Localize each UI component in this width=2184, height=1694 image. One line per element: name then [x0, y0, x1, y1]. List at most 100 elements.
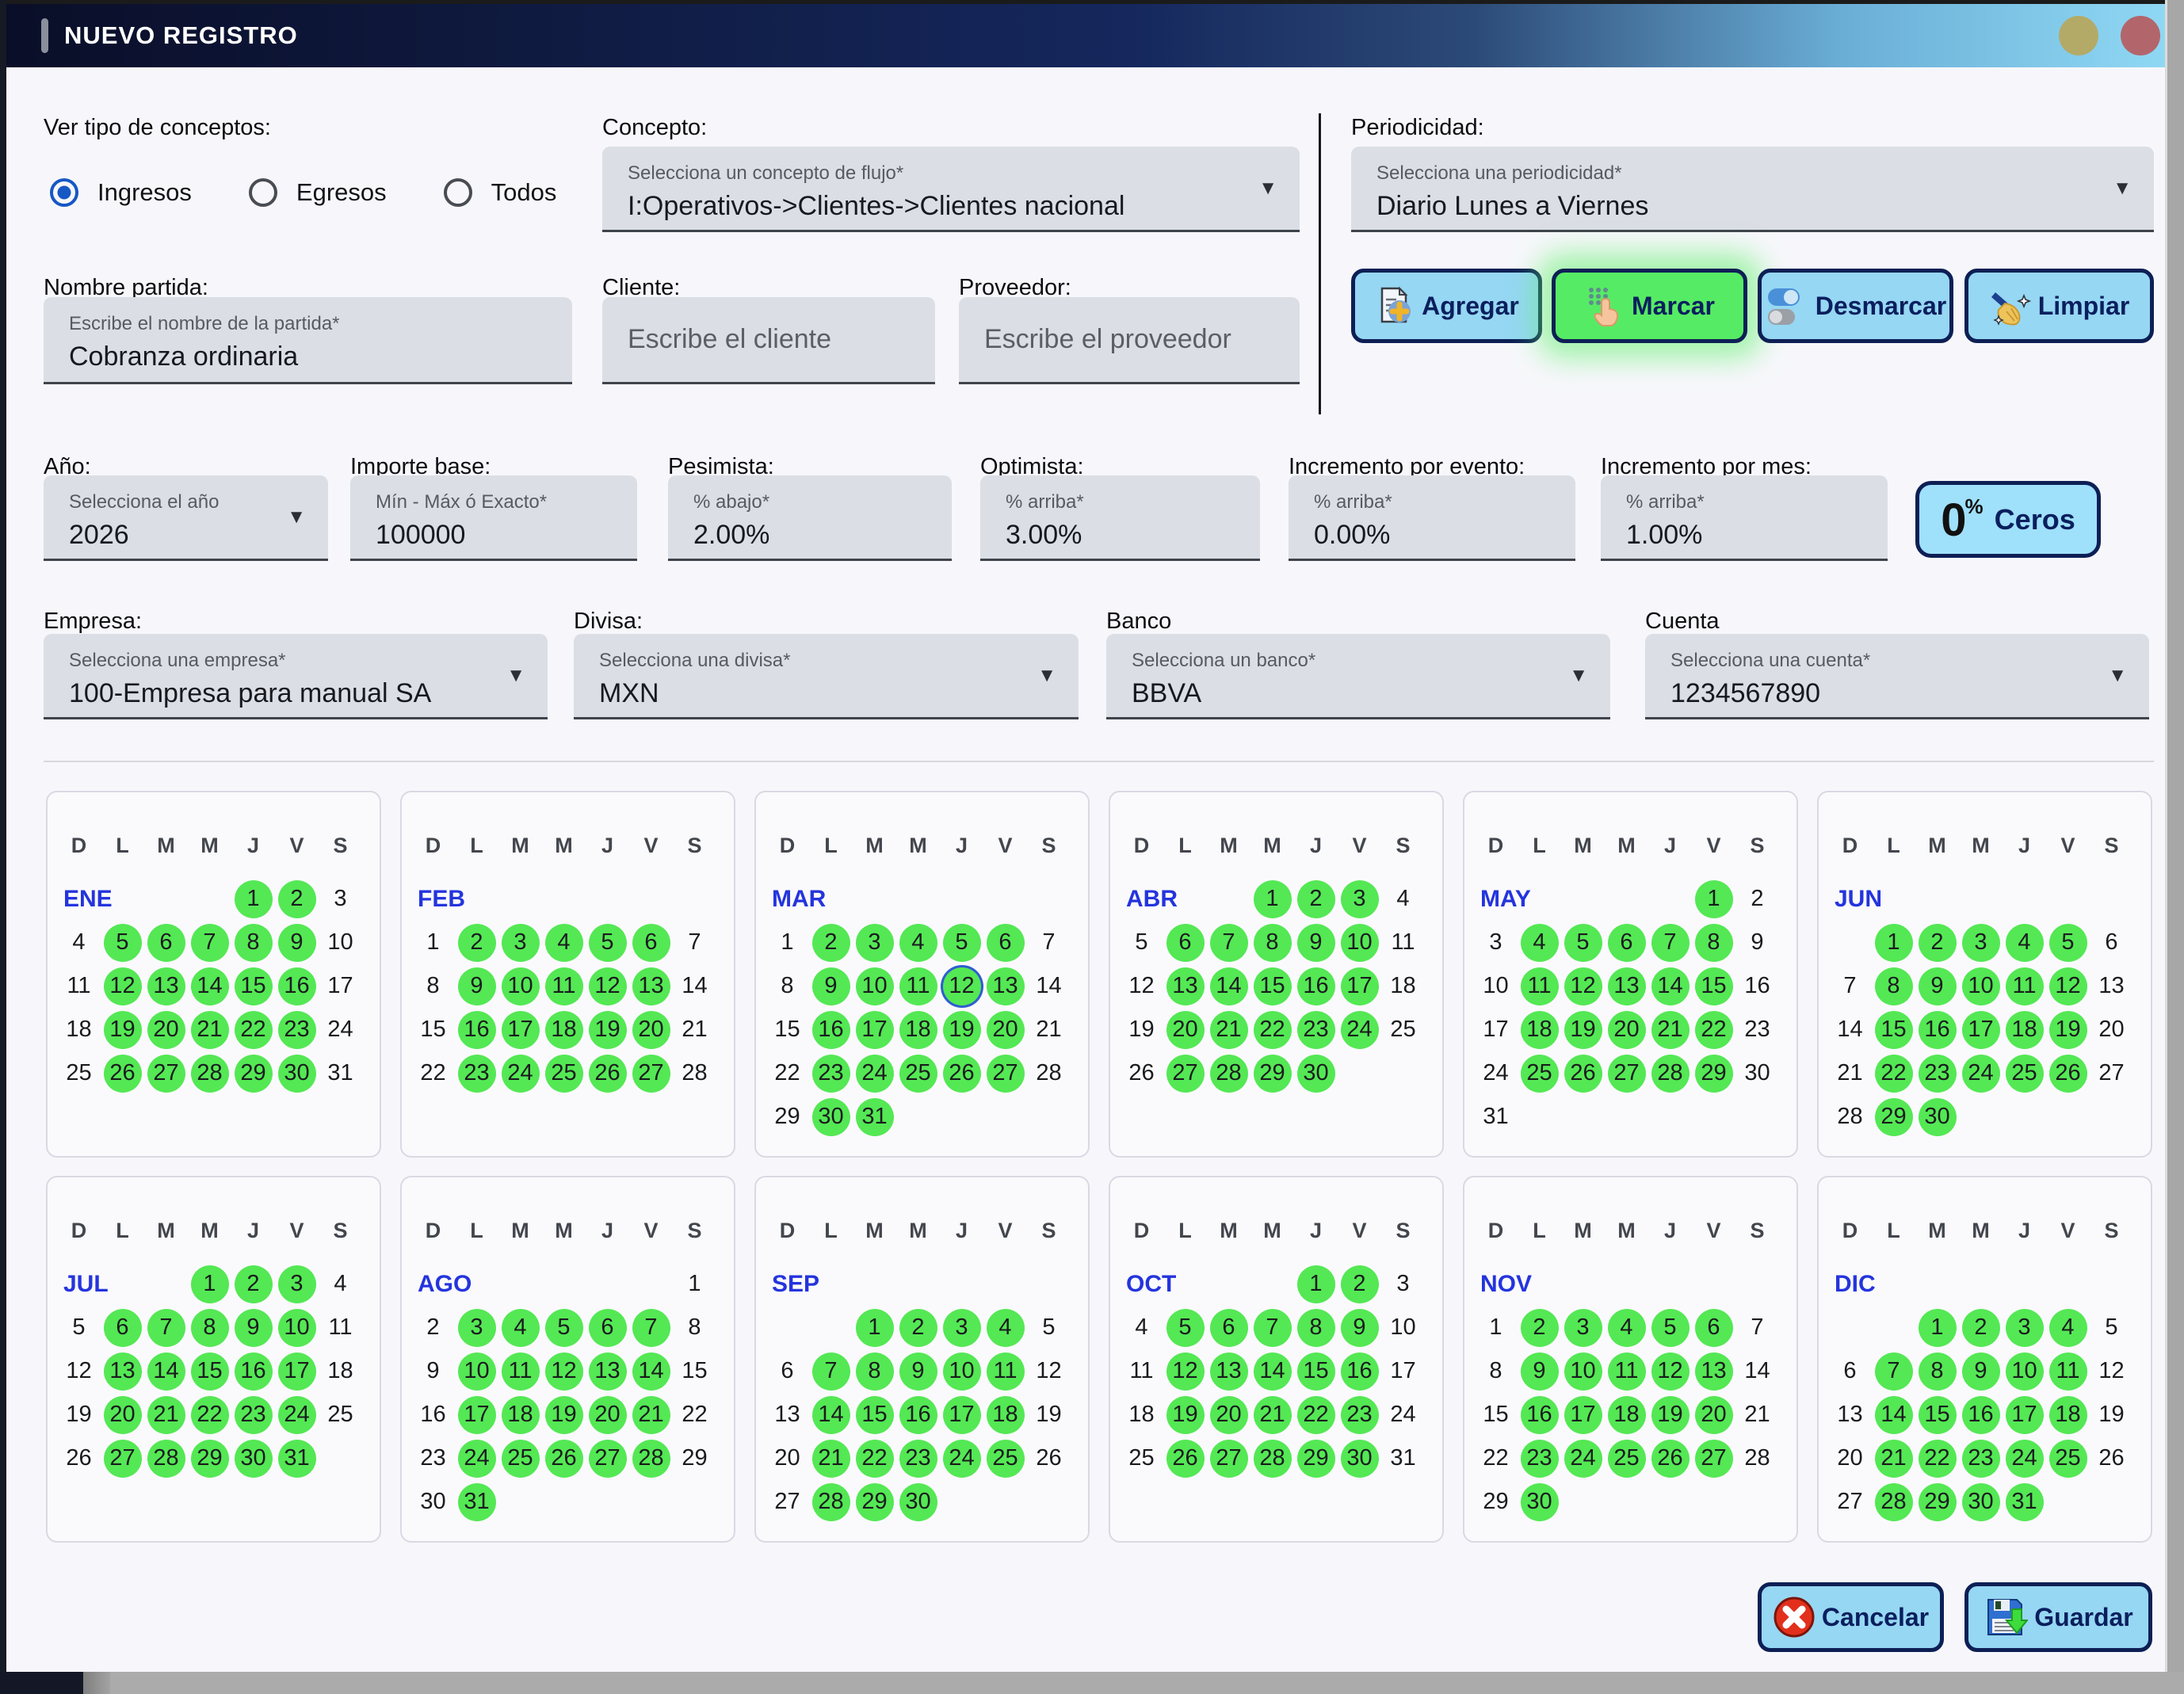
day-cell[interactable]: 24 [1561, 1436, 1605, 1480]
day-cell[interactable]: 19 [101, 1008, 144, 1051]
day-cell[interactable]: 22 [1692, 1008, 1735, 1051]
day-cell[interactable]: 11 [498, 1349, 542, 1393]
day-cell[interactable]: 24 [1483, 1060, 1509, 1085]
day-cell[interactable]: 27 [983, 1051, 1027, 1095]
day-cell[interactable]: 11 [1391, 929, 1415, 955]
day-cell[interactable]: 16 [231, 1349, 275, 1393]
day-cell[interactable]: 6 [586, 1306, 629, 1349]
day-cell[interactable]: 3 [1959, 921, 2003, 964]
day-cell[interactable]: 30 [231, 1436, 275, 1480]
day-cell[interactable]: 9 [896, 1349, 940, 1393]
day-cell[interactable]: 11 [2046, 1349, 2090, 1393]
day-cell[interactable]: 3 [940, 1306, 983, 1349]
day-cell[interactable]: 22 [1915, 1436, 1959, 1480]
day-cell[interactable]: 15 [420, 1017, 446, 1042]
day-cell[interactable]: 26 [1561, 1051, 1605, 1095]
concepto-select[interactable]: Selecciona un concepto de flujo* I:Opera… [602, 147, 1300, 232]
day-cell[interactable]: 9 [231, 1306, 275, 1349]
day-cell[interactable]: 19 [940, 1008, 983, 1051]
day-cell[interactable]: 22 [682, 1402, 708, 1427]
day-cell[interactable]: 1 [188, 1262, 231, 1306]
day-cell[interactable]: 19 [542, 1393, 586, 1436]
day-cell[interactable]: 4 [1605, 1306, 1648, 1349]
day-cell[interactable]: 13 [1837, 1402, 1863, 1427]
day-cell[interactable]: 11 [2003, 964, 2046, 1008]
incremento-mes-input[interactable]: % arriba* 1.00% [1601, 475, 1888, 561]
day-cell[interactable]: 17 [1390, 1358, 1416, 1383]
day-cell[interactable]: 14 [1250, 1349, 1294, 1393]
day-cell[interactable]: 1 [688, 1271, 701, 1296]
day-cell[interactable]: 29 [682, 1445, 708, 1471]
day-cell[interactable]: 24 [275, 1393, 319, 1436]
day-cell[interactable]: 31 [853, 1095, 896, 1139]
day-cell[interactable]: 8 [188, 1306, 231, 1349]
day-cell[interactable]: 21 [1207, 1008, 1250, 1051]
scrollbar-thumb[interactable] [83, 1672, 110, 1694]
day-cell[interactable]: 4 [1396, 886, 1410, 911]
day-cell[interactable]: 1 [1250, 877, 1294, 921]
day-cell[interactable]: 13 [1605, 964, 1648, 1008]
day-cell[interactable]: 10 [1390, 1314, 1416, 1340]
day-cell[interactable]: 2 [1518, 1306, 1561, 1349]
proveedor-input[interactable]: Escribe el proveedor [959, 297, 1300, 384]
day-cell[interactable]: 2 [455, 921, 498, 964]
day-cell[interactable]: 12 [101, 964, 144, 1008]
day-cell[interactable]: 6 [1605, 921, 1648, 964]
day-cell[interactable]: 22 [774, 1060, 800, 1085]
day-cell[interactable]: 12 [1128, 973, 1155, 998]
day-cell[interactable]: 16 [896, 1393, 940, 1436]
day-cell[interactable]: 4 [1518, 921, 1561, 964]
day-cell[interactable]: 20 [983, 1008, 1027, 1051]
day-cell[interactable]: 23 [231, 1393, 275, 1436]
day-cell[interactable]: 17 [2003, 1393, 2046, 1436]
day-cell[interactable]: 7 [188, 921, 231, 964]
day-cell[interactable]: 3 [334, 886, 347, 911]
day-cell[interactable]: 21 [1250, 1393, 1294, 1436]
radio-option-todos[interactable]: Todos [443, 178, 556, 207]
day-cell[interactable]: 3 [1561, 1306, 1605, 1349]
day-cell[interactable]: 12 [2046, 964, 2090, 1008]
day-cell[interactable]: 16 [275, 964, 319, 1008]
day-cell[interactable]: 11 [1605, 1349, 1648, 1393]
empresa-select[interactable]: Selecciona una empresa* 100-Empresa para… [44, 634, 548, 719]
day-cell[interactable]: 20 [1163, 1008, 1207, 1051]
divisa-select[interactable]: Selecciona una divisa* MXN ▼ [574, 634, 1079, 719]
day-cell[interactable]: 19 [2046, 1008, 2090, 1051]
day-cell[interactable]: 24 [327, 1017, 353, 1042]
day-cell[interactable]: 18 [1128, 1402, 1155, 1427]
day-cell[interactable]: 1 [1872, 921, 1915, 964]
day-cell[interactable]: 23 [275, 1008, 319, 1051]
day-cell[interactable]: 28 [1744, 1445, 1770, 1471]
day-cell[interactable]: 24 [940, 1436, 983, 1480]
day-cell[interactable]: 18 [327, 1358, 353, 1383]
day-cell[interactable]: 29 [1483, 1489, 1509, 1514]
day-cell[interactable]: 11 [67, 973, 91, 998]
day-cell[interactable]: 2 [231, 1262, 275, 1306]
day-cell[interactable]: 23 [896, 1436, 940, 1480]
day-cell[interactable]: 28 [1207, 1051, 1250, 1095]
day-cell[interactable]: 28 [809, 1480, 853, 1524]
day-cell[interactable]: 4 [498, 1306, 542, 1349]
day-cell[interactable]: 14 [1837, 1017, 1863, 1042]
day-cell[interactable]: 26 [542, 1436, 586, 1480]
day-cell[interactable]: 19 [1036, 1402, 1062, 1427]
day-cell[interactable]: 25 [327, 1402, 353, 1427]
day-cell[interactable]: 27 [1837, 1489, 1863, 1514]
day-cell[interactable]: 1 [1294, 1262, 1338, 1306]
chevron-down-icon[interactable]: ▼ [1258, 177, 1277, 199]
day-cell[interactable]: 26 [1036, 1445, 1062, 1471]
day-cell[interactable]: 4 [2003, 921, 2046, 964]
agregar-button[interactable]: Agregar [1351, 269, 1542, 343]
day-cell[interactable]: 3 [275, 1262, 319, 1306]
day-cell[interactable]: 23 [455, 1051, 498, 1095]
day-cell[interactable]: 10 [275, 1306, 319, 1349]
desmarcar-button[interactable]: Desmarcar [1758, 269, 1953, 343]
day-cell[interactable]: 18 [983, 1393, 1027, 1436]
day-cell[interactable]: 7 [144, 1306, 188, 1349]
day-cell[interactable]: 27 [2098, 1060, 2125, 1085]
day-cell[interactable]: 30 [420, 1489, 446, 1514]
day-cell[interactable]: 7 [1751, 1314, 1764, 1340]
banco-select[interactable]: Selecciona un banco* BBVA ▼ [1106, 634, 1610, 719]
day-cell[interactable]: 14 [188, 964, 231, 1008]
day-cell[interactable]: 6 [1843, 1358, 1857, 1383]
